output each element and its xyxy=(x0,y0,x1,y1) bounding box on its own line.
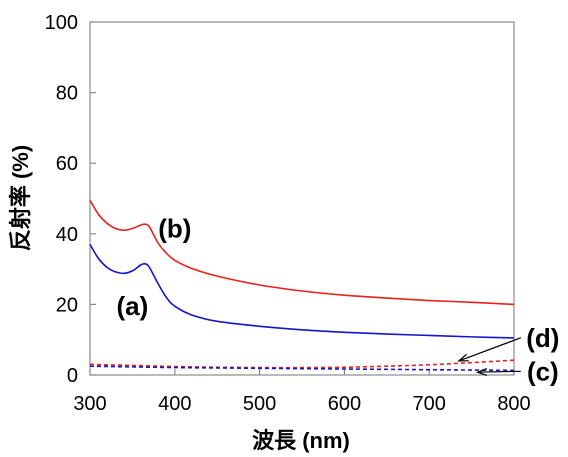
x-tick-label: 800 xyxy=(497,393,530,415)
x-axis-title: 波長 (nm) xyxy=(252,428,350,453)
arrow-d xyxy=(458,337,522,362)
y-tick-label: 40 xyxy=(56,224,78,246)
label-d: (d) xyxy=(526,323,559,353)
plot-frame xyxy=(89,21,515,376)
x-axis-ticks: 300 400 500 600 700 800 xyxy=(73,369,531,415)
label-c: (c) xyxy=(527,356,559,386)
arrowhead-c xyxy=(475,367,488,376)
y-axis-ticks: 0 20 40 60 80 100 xyxy=(45,12,96,387)
x-tick-label: 500 xyxy=(243,393,276,415)
x-tick-label: 600 xyxy=(328,393,361,415)
y-tick-label: 80 xyxy=(56,83,78,105)
y-tick-label: 0 xyxy=(67,365,78,387)
x-tick-label: 400 xyxy=(158,393,191,415)
annotation-layer: (b) (a) (d)(c) xyxy=(117,213,560,386)
y-tick-label: 20 xyxy=(56,294,78,316)
arrow-c xyxy=(477,370,521,373)
x-tick-label: 700 xyxy=(413,393,446,415)
y-axis-title: 反射率 (%) xyxy=(8,145,33,251)
x-tick-label: 300 xyxy=(73,393,106,415)
label-a: (a) xyxy=(117,291,149,321)
series-c-line xyxy=(89,365,515,372)
series-b-line xyxy=(89,199,515,306)
series-layer xyxy=(89,199,515,372)
label-b: (b) xyxy=(158,213,191,243)
series-a-line xyxy=(89,243,515,339)
plot-border xyxy=(89,21,515,376)
y-tick-label: 100 xyxy=(45,12,78,34)
arrowhead-d xyxy=(457,353,469,362)
y-tick-label: 60 xyxy=(56,153,78,175)
series-d-line xyxy=(89,359,515,369)
